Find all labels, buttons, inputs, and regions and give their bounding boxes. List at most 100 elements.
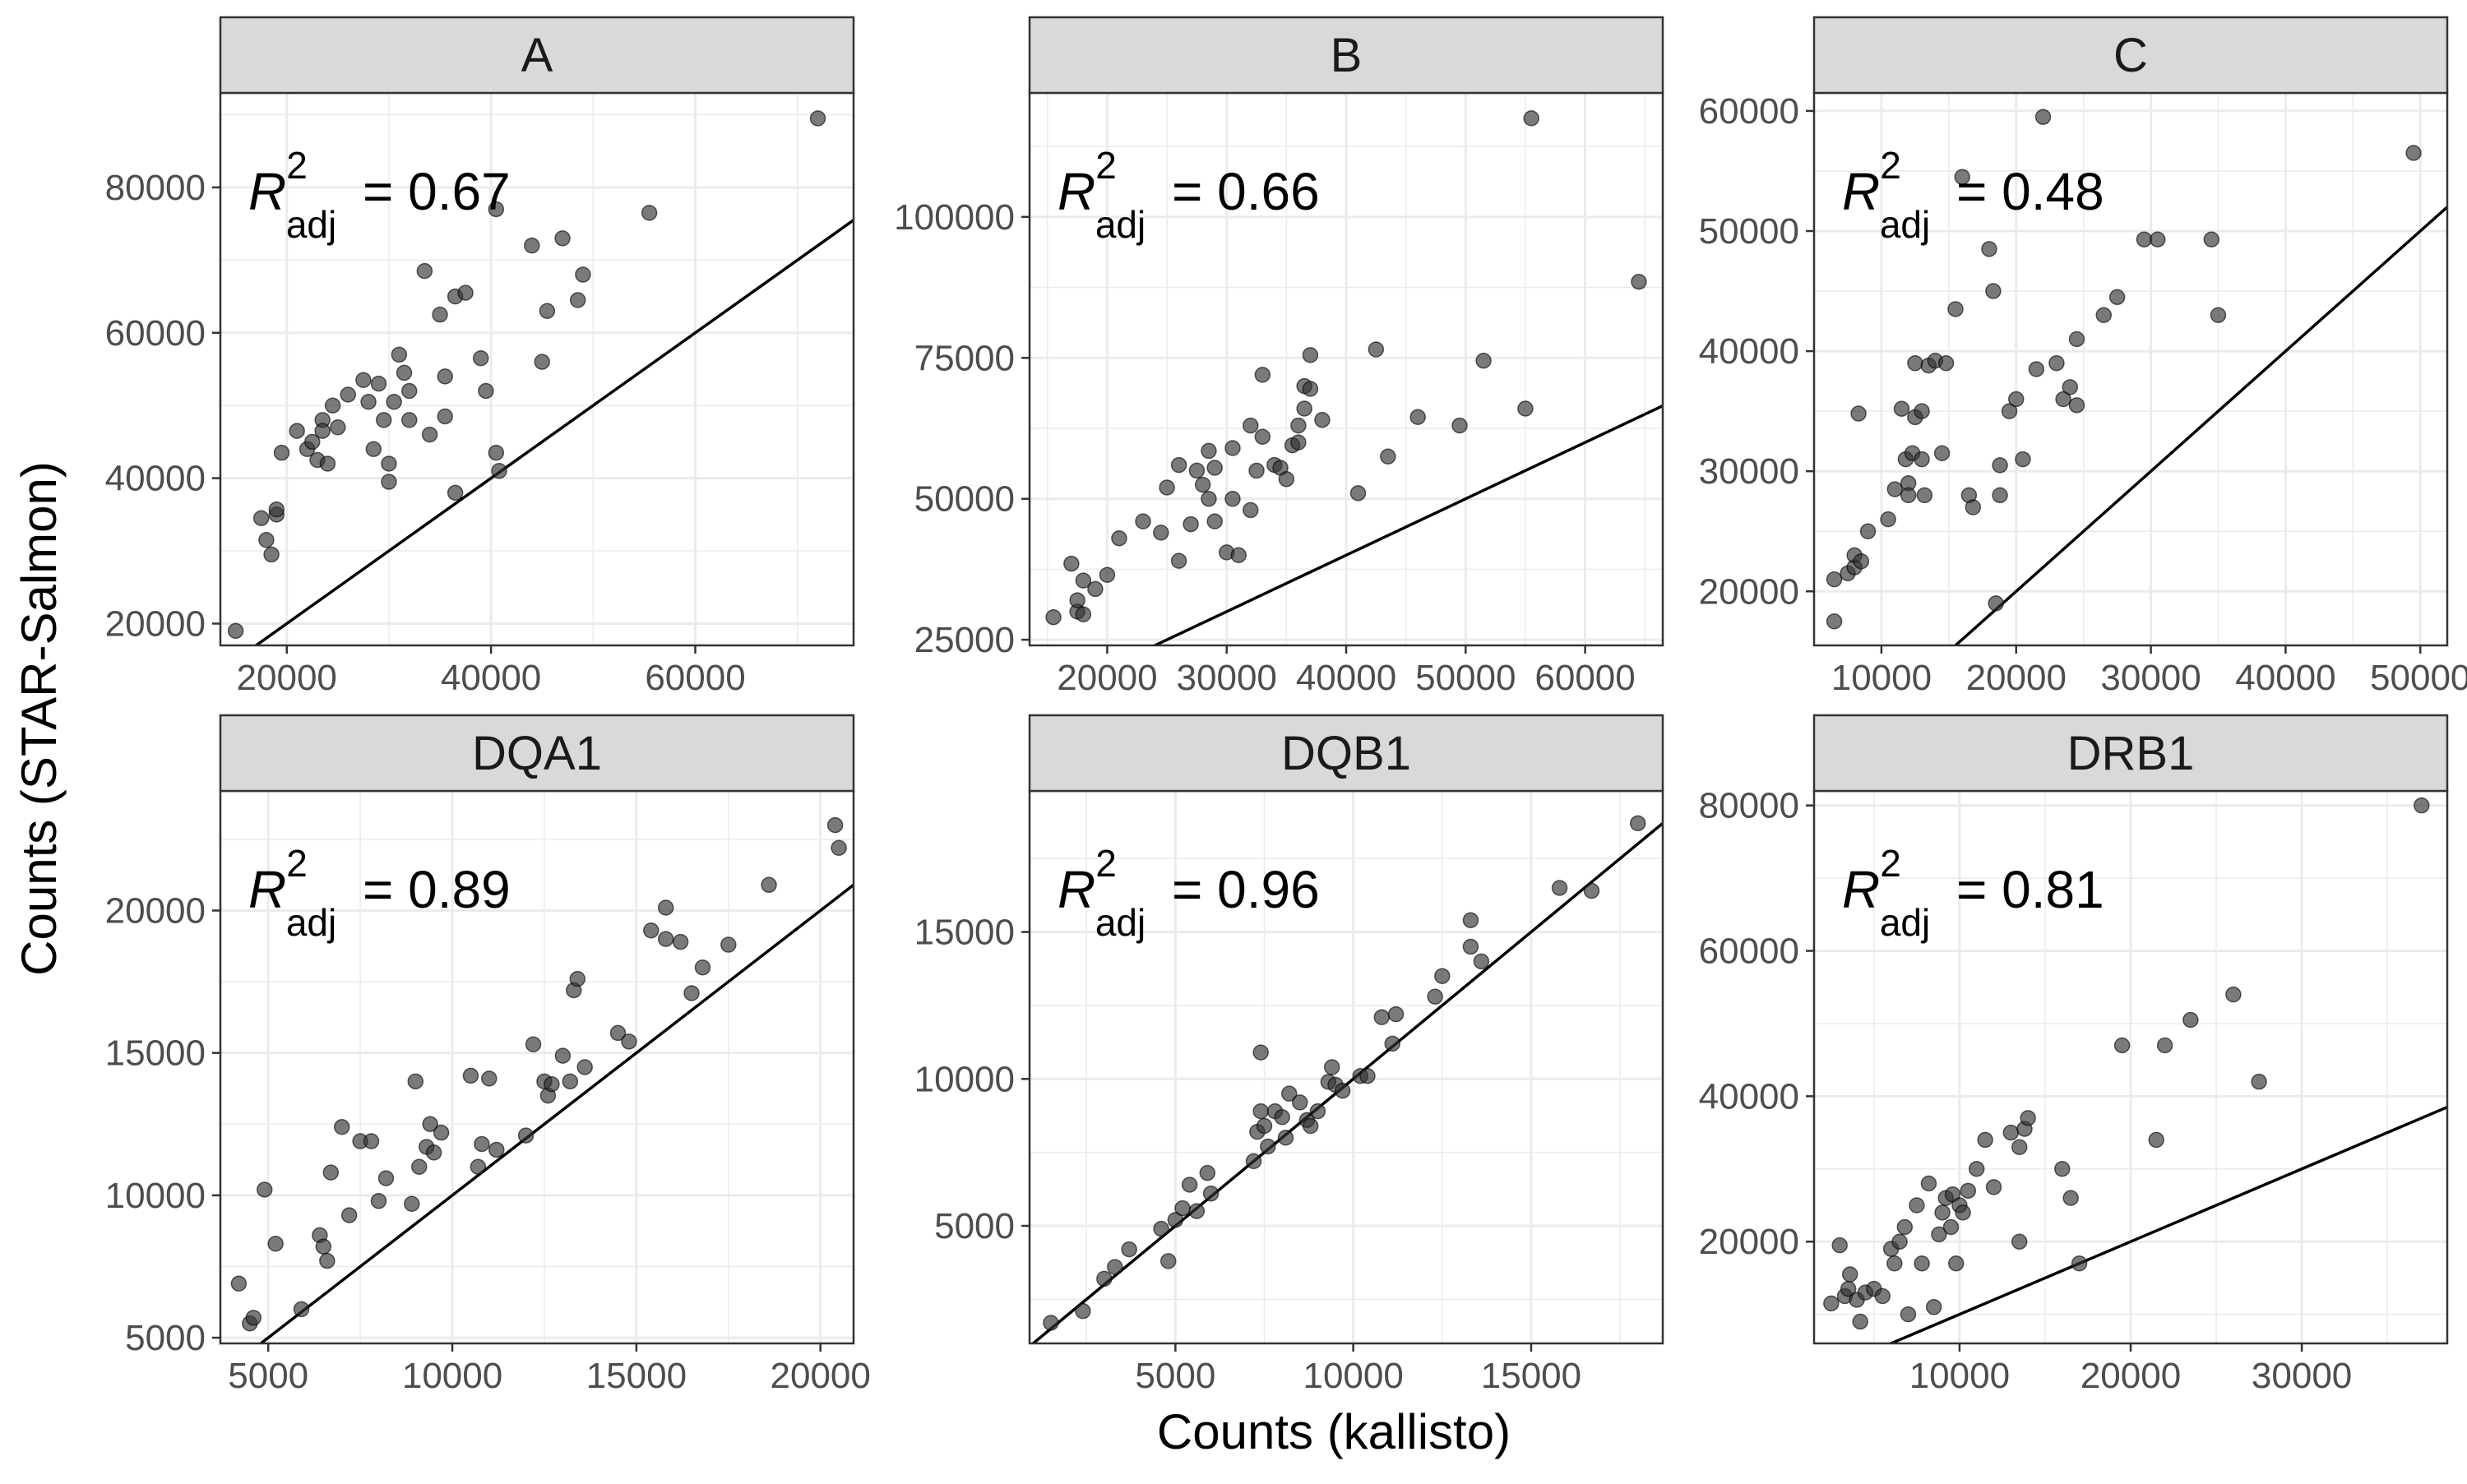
data-point <box>1153 1220 1169 1237</box>
data-point <box>1292 1094 1308 1111</box>
data-point <box>1170 552 1187 569</box>
x-tick-label: 15000 <box>1481 1356 1581 1396</box>
data-point <box>1874 1288 1891 1305</box>
data-point <box>1373 1009 1391 1025</box>
y-tick-label: 60000 <box>1699 932 1799 972</box>
data-point <box>2011 1139 2028 1156</box>
data-point <box>1880 511 1896 528</box>
y-tick-label: 80000 <box>1699 786 1799 826</box>
y-tick-label: 20000 <box>1699 571 1799 612</box>
facet-strip <box>1028 714 1664 793</box>
data-point <box>401 412 418 428</box>
data-point <box>1925 1299 1942 1315</box>
data-point <box>381 455 397 472</box>
data-point <box>1245 1153 1262 1170</box>
data-point <box>2414 797 2430 814</box>
data-point <box>517 1127 535 1144</box>
data-point <box>315 1238 332 1255</box>
r2-annotation: R2 adj = 0.81 <box>1842 842 2104 944</box>
data-point <box>1075 606 1092 623</box>
r2-annotation: R2 adj = 0.67 <box>248 144 511 246</box>
data-point <box>569 970 586 987</box>
data-point <box>544 1076 560 1093</box>
data-point <box>2148 1131 2164 1149</box>
data-point <box>1368 341 1385 358</box>
data-point <box>1290 417 1307 434</box>
data-point <box>1551 880 1568 896</box>
data-point <box>375 412 392 428</box>
data-point <box>1167 1212 1184 1228</box>
y-tick-label: 50000 <box>1699 211 1799 252</box>
data-point <box>319 455 336 472</box>
data-point <box>1850 405 1867 422</box>
data-point <box>1451 417 1468 434</box>
y-tick-label: 20000 <box>105 603 206 644</box>
data-points <box>1826 109 2422 630</box>
data-point <box>363 1133 380 1149</box>
data-point <box>381 474 397 490</box>
data-point <box>322 1164 340 1181</box>
panel-dqb1: R2 adj = 0.96 DQB1 5000 10000 15000 5000 10000 1… <box>914 714 1664 1396</box>
data-point <box>1194 476 1211 493</box>
y-tick-label: 5000 <box>125 1318 206 1358</box>
data-point <box>1087 580 1104 598</box>
r2-value: = 0.81 <box>1942 860 2104 919</box>
r2-subscript: adj <box>1880 203 1930 246</box>
y-tick-label: 10000 <box>914 1059 1015 1099</box>
r2-annotation: R2 adj = 0.89 <box>248 842 511 944</box>
data-point <box>474 1135 490 1153</box>
data-point <box>657 931 674 947</box>
data-point <box>416 262 433 280</box>
y-axis-title: Counts (STAR-Salmon) <box>12 461 67 976</box>
x-tick-label: 5000 <box>1135 1356 1215 1396</box>
data-point <box>491 463 507 479</box>
r2-symbol: R <box>1842 162 1880 221</box>
data-point <box>263 546 280 563</box>
data-point <box>2182 1011 2199 1029</box>
x-tick-label: 20000 <box>1966 658 2067 698</box>
data-point <box>377 1170 395 1186</box>
grid-lines <box>1814 791 2447 1343</box>
data-point <box>1075 1302 1091 1320</box>
x-tick-label: 60000 <box>1534 658 1635 698</box>
data-point <box>1260 1138 1276 1155</box>
x-axis-title: Counts (kallisto) <box>1157 1404 1511 1459</box>
data-point <box>319 1252 336 1269</box>
x-tick-label: 15000 <box>586 1356 687 1396</box>
data-point <box>1914 1255 1930 1272</box>
data-point <box>524 237 540 254</box>
data-point <box>1254 367 1271 383</box>
panel-background <box>220 93 854 645</box>
data-point <box>1853 552 1870 570</box>
data-point <box>1281 1085 1298 1102</box>
data-point <box>472 349 489 367</box>
data-points <box>1823 797 2430 1330</box>
data-point <box>293 1301 310 1318</box>
data-point <box>437 368 453 385</box>
data-point <box>2002 1124 2020 1141</box>
panel-c: R2 adj = 0.48 C 10000 20000 30000 40000 50000 20… <box>1699 16 2467 698</box>
y-tick-label: 100000 <box>894 197 1015 238</box>
y-tick-label: 20000 <box>1699 1222 1799 1262</box>
data-point <box>1937 354 1955 372</box>
r2-superscript: 2 <box>286 144 308 187</box>
panel-background <box>220 791 854 1343</box>
data-point <box>554 1047 572 1064</box>
data-point <box>1523 110 1539 127</box>
facet-strip-label: B <box>1331 29 1363 82</box>
data-point <box>575 266 591 283</box>
identity-line <box>1151 404 1663 645</box>
data-point <box>2015 451 2031 468</box>
x-tick-label: 5000 <box>228 1356 308 1396</box>
data-point <box>2405 145 2422 161</box>
facet-strip <box>1812 16 2449 95</box>
data-point <box>1359 1067 1376 1084</box>
data-point <box>2071 1255 2088 1272</box>
x-tick-label: 40000 <box>441 658 541 698</box>
data-point <box>227 622 244 640</box>
data-point <box>1886 481 1904 497</box>
panel-b: R2 adj = 0.66 B 20000 30000 40000 50000 60000 25… <box>894 16 1664 698</box>
data-point <box>1954 169 1970 186</box>
data-point <box>488 1141 505 1158</box>
